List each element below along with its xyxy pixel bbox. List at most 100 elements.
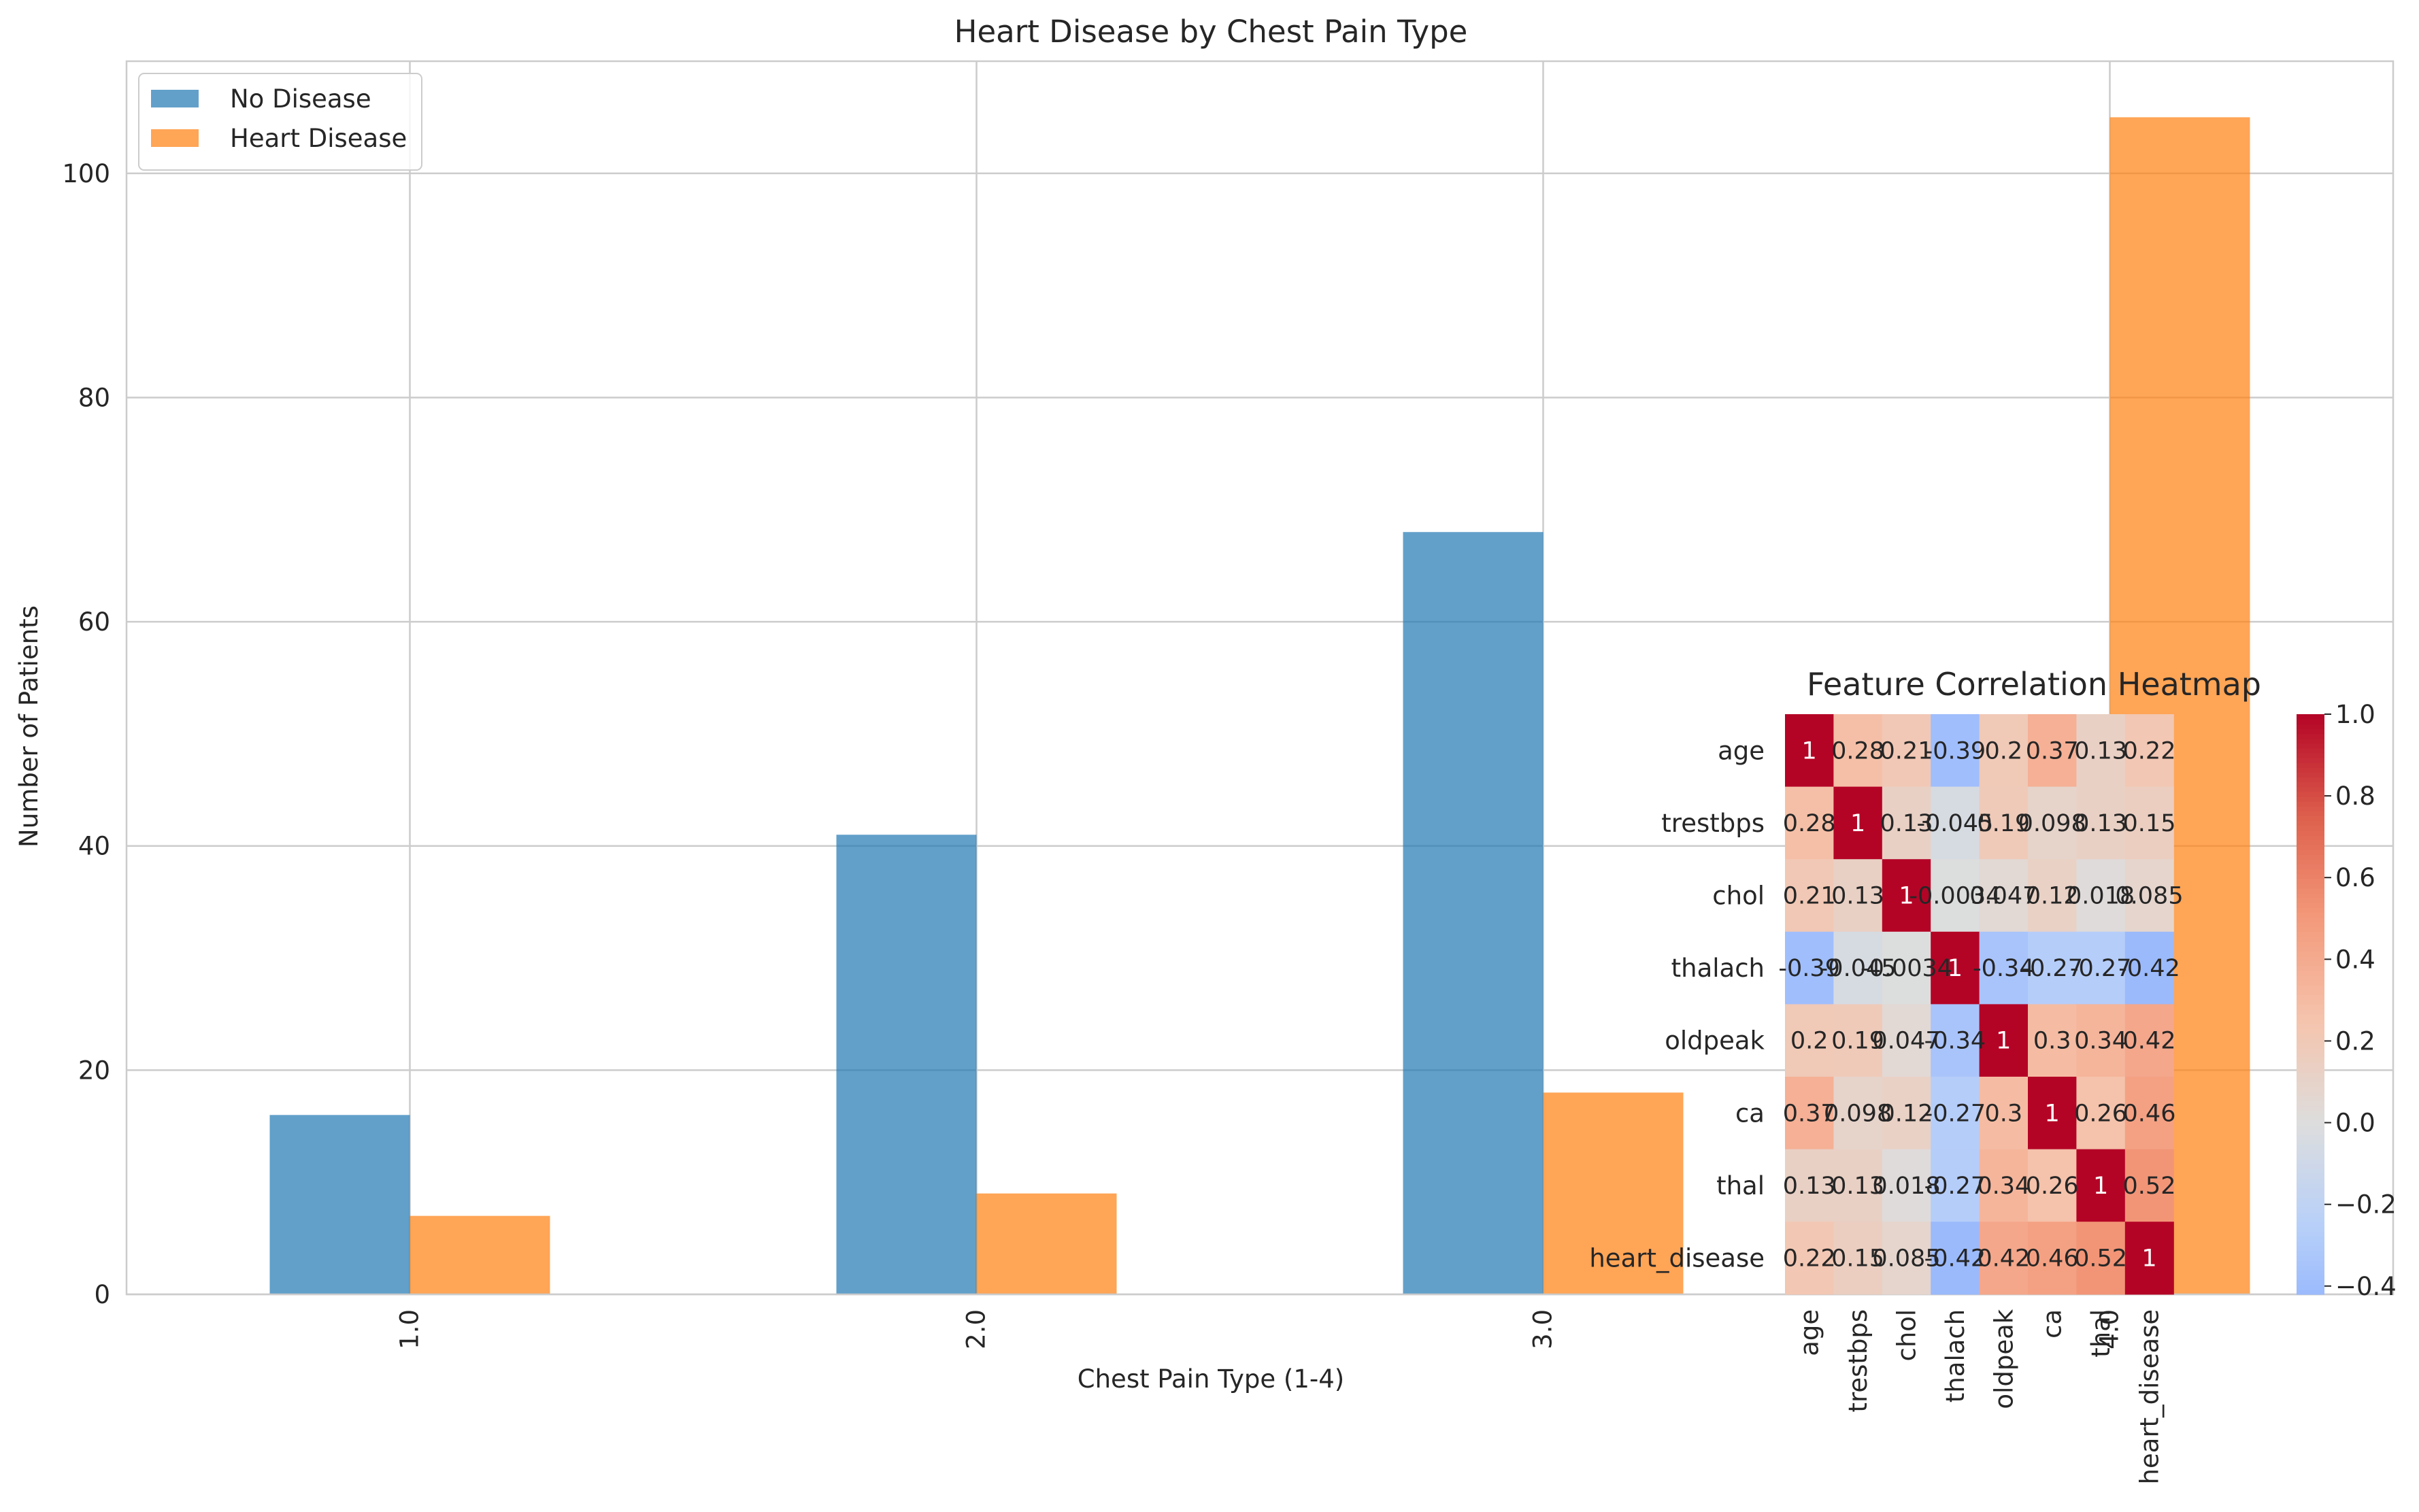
colorbar-segment (2297, 999, 2324, 1005)
heatmap-cell-label-oldpeak-chol: 0.047 (1872, 1028, 1940, 1055)
colorbar-segment (2297, 1013, 2324, 1020)
heatmap-row-label-age: age (1718, 736, 1765, 765)
heatmap-cell-label-ca-age: 0.37 (1783, 1100, 1836, 1127)
y-axis-label: Number of Patients (14, 605, 44, 847)
colorbar-segment (2297, 844, 2324, 850)
heatmap-cell-label-thalach-chol: -0.0034 (1861, 955, 1952, 982)
heatmap-cell-label-age-chol: 0.21 (1880, 737, 1933, 765)
heatmap-cell-label-chol-ca: 0.12 (2026, 883, 2079, 910)
heatmap-column-labels: age trestbps chol thalach oldpeak ca thal heart… (1795, 1309, 2165, 1484)
colorbar-segment (2297, 956, 2324, 962)
colorbar-segment (2297, 1222, 2324, 1228)
heatmap-cell-thal-chol (1882, 1149, 1931, 1222)
heatmap-cell-ca-heart-disease (2124, 1077, 2174, 1150)
colorbar-segment (2297, 786, 2324, 792)
heatmap-cell-label-chol-trestbps: 0.13 (1831, 883, 1884, 910)
colorbar-tick-label: 0.6 (2335, 863, 2375, 892)
heatmap-cell-label-trestbps-ca: 0.098 (2018, 810, 2086, 837)
colorbar-segment (2297, 801, 2324, 807)
colorbar-segment (2297, 757, 2324, 763)
colorbar-segment (2297, 1255, 2324, 1261)
colorbar-segment (2297, 898, 2324, 903)
legend-label-no-disease: No Disease (230, 84, 371, 114)
heatmap-cell-thal-ca (2028, 1149, 2077, 1222)
colorbar-segment (2297, 1163, 2324, 1169)
bar-heart-disease-2-0 (976, 1193, 1117, 1294)
heatmap-cell-label-oldpeak-thal: 0.34 (2074, 1028, 2127, 1055)
heatmap-cell-trestbps-chol (1882, 786, 1931, 860)
legend-swatch-no-disease (151, 90, 199, 107)
heatmap-cell-label-thal-ca: 0.26 (2026, 1173, 2079, 1200)
heatmap-cell-label-age-heart-disease: 0.22 (2123, 737, 2176, 765)
colorbar-segment (2297, 869, 2324, 875)
heatmap-cell-ca-ca (2028, 1077, 2077, 1150)
heatmap-row-labels: age trestbps chol thalach oldpeak ca thal heart… (1589, 736, 1765, 1273)
x-tick-label-4-0: 4.0 (2095, 1309, 2124, 1349)
colorbar-segment (2297, 1245, 2324, 1251)
colorbar-tick-label: −0.4 (2335, 1272, 2397, 1301)
colorbar-segment (2297, 835, 2324, 841)
colorbar-segment (2297, 1226, 2324, 1232)
colorbar-segment (2297, 1149, 2324, 1155)
colorbar-segment (2297, 777, 2324, 783)
colorbar-segment (2297, 820, 2324, 826)
colorbar-segment (2297, 892, 2324, 898)
heatmap-cell-heart-disease-heart-disease (2124, 1222, 2174, 1295)
heatmap-cell-label-thalach-thal: -0.27 (2070, 955, 2132, 982)
heatmap-cell-thal-thalach (1931, 1149, 1980, 1222)
heatmap-column-label-thal: thal (2086, 1309, 2116, 1358)
heatmap-cell-label-trestbps-chol: 0.13 (1880, 810, 1933, 837)
heatmap-cell-ca-chol (1882, 1077, 1931, 1150)
heatmap-cell-heart-disease-oldpeak (1979, 1222, 2029, 1295)
colorbar-segment (2297, 1033, 2324, 1039)
y-tick-label-80: 80 (78, 383, 110, 412)
heatmap-cell-label-heart-disease-oldpeak: 0.42 (1977, 1245, 2030, 1273)
colorbar-segment (2297, 762, 2324, 768)
bar-chart-x-ticks: 1.0 2.0 3.0 4.0 (395, 1309, 2124, 1349)
colorbar-segment (2297, 738, 2324, 744)
colorbar-segment (2297, 873, 2324, 879)
colorbar-segment (2297, 733, 2324, 739)
colorbar-segment (2297, 767, 2324, 773)
heatmap-cell-label-oldpeak-age: 0.2 (1790, 1028, 1829, 1055)
y-tick-label-40: 40 (78, 832, 110, 861)
heatmap-cell-label-thal-heart-disease: 0.52 (2123, 1173, 2176, 1200)
colorbar-segment (2297, 917, 2324, 923)
heatmap-cell-label-ca-thal: 0.26 (2074, 1100, 2127, 1127)
colorbar-segment (2297, 922, 2324, 928)
colorbar-segment (2297, 936, 2324, 942)
colorbar-segment (2297, 1250, 2324, 1256)
colorbar-segment (2297, 1105, 2324, 1111)
colorbar-segment (2297, 719, 2324, 725)
colorbar-segment (2297, 912, 2324, 918)
heatmap-cell-label-age-trestbps: 0.28 (1831, 737, 1884, 765)
heatmap-cell-trestbps-trestbps (1833, 786, 1883, 860)
heatmap-cell-label-trestbps-oldpeak: 0.19 (1977, 810, 2030, 837)
x-tick-label-3-0: 3.0 (1529, 1309, 1558, 1349)
colorbar-segment (2297, 752, 2324, 758)
bar-chart-title: Heart Disease by Chest Pain Type (954, 14, 1468, 50)
colorbar-segment (2297, 743, 2324, 749)
heatmap-row-label-heart-disease: heart_disease (1589, 1244, 1765, 1273)
heatmap-column-label-chol: chol (1892, 1309, 1922, 1362)
colorbar-segment (2297, 714, 2324, 720)
heatmap-cell-heart-disease-age (1785, 1222, 1834, 1295)
colorbar-segment (2297, 1192, 2324, 1198)
colorbar-segment (2297, 1081, 2324, 1088)
heatmap-cell-trestbps-heart-disease (2124, 786, 2174, 860)
colorbar-segment (2297, 888, 2324, 894)
heatmap-cell-label-thalach-age: -0.39 (1778, 955, 1840, 982)
colorbar-segment (2297, 811, 2324, 817)
colorbar-segment (2297, 1043, 2324, 1049)
colorbar-segment (2297, 1057, 2324, 1063)
colorbar-segment (2297, 1144, 2324, 1150)
colorbar-segment (2297, 1018, 2324, 1024)
heatmap-cell-label-ca-heart-disease: 0.46 (2123, 1100, 2176, 1127)
y-tick-label-20: 20 (78, 1056, 110, 1085)
heatmap-cell-label-trestbps-thal: 0.13 (2074, 810, 2127, 837)
colorbar-tick-label: 0.2 (2335, 1026, 2375, 1056)
heatmap-row-label-thal: thal (1716, 1171, 1765, 1200)
heatmap-cell-chol-heart-disease (2124, 859, 2174, 933)
heatmap-cell-thal-heart-disease (2124, 1149, 2174, 1222)
heatmap-cell-label-chol-thalach: -0.0034 (1909, 883, 2001, 910)
